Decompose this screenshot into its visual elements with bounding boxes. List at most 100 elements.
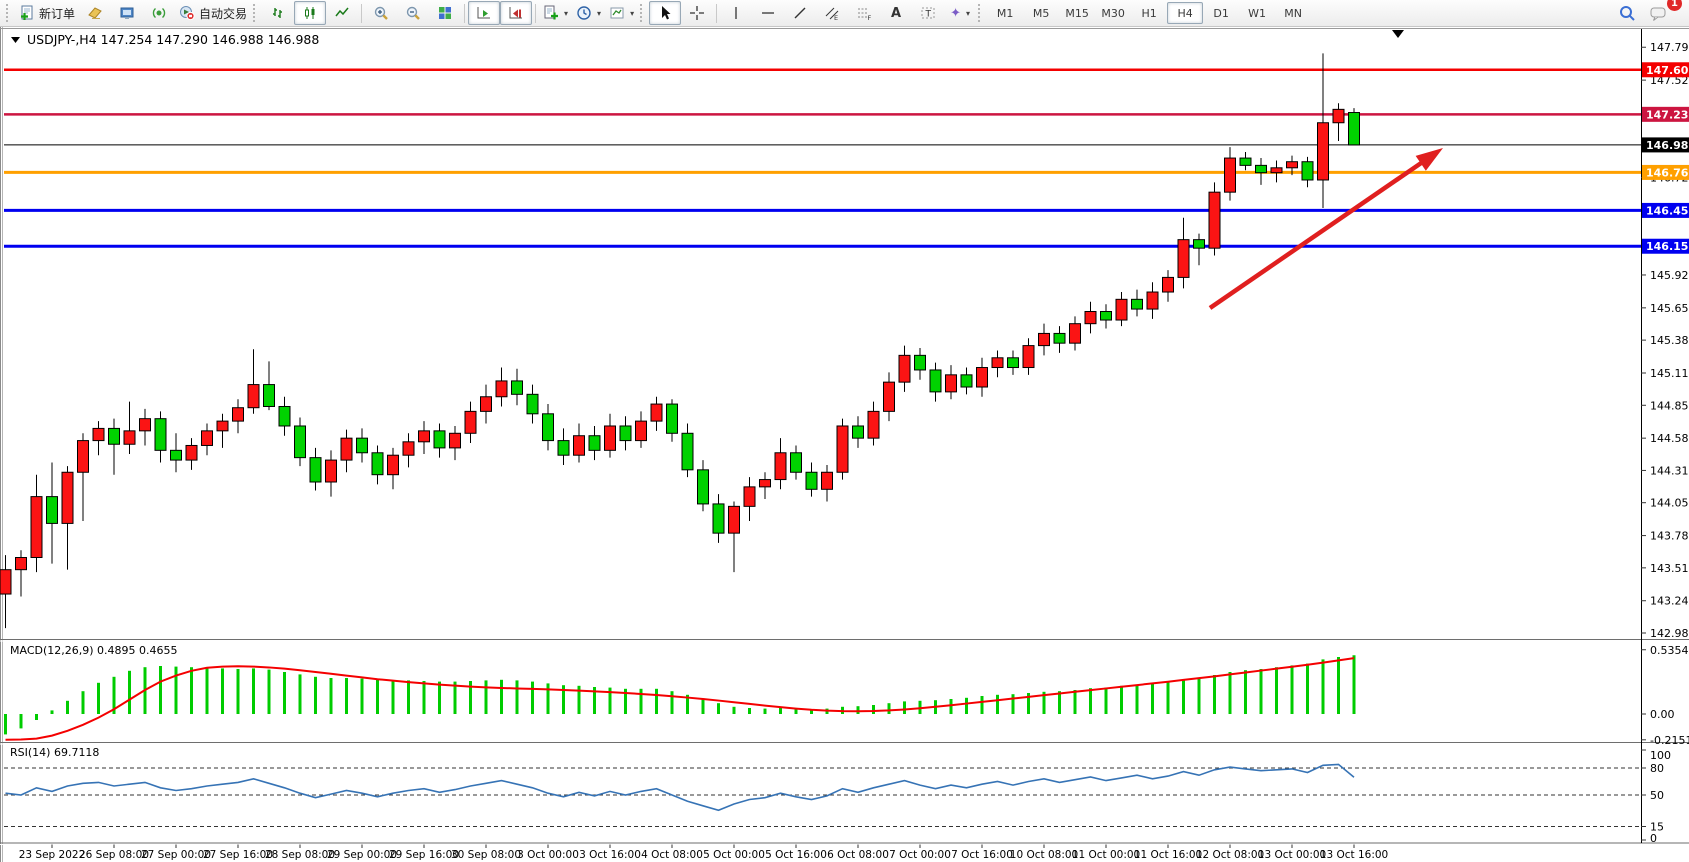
trendline-tool[interactable] <box>784 1 816 25</box>
svg-text:142.980: 142.980 <box>1650 627 1689 640</box>
period-button[interactable]: ▾ <box>572 1 605 25</box>
svg-text:145.650: 145.650 <box>1650 302 1689 315</box>
new-order-button[interactable]: 新订单 <box>15 1 79 25</box>
svg-text:80: 80 <box>1650 762 1664 775</box>
shapes-tool[interactable]: ✦ ▾ <box>944 1 976 25</box>
main-toolbar: 新订单 自动交易 ▾ ▾ <box>0 0 1689 27</box>
svg-text:144.050: 144.050 <box>1650 497 1689 510</box>
notification-badge: 1 <box>1667 0 1682 11</box>
auto-trading-button[interactable]: 自动交易 <box>175 1 251 25</box>
price-tag <box>1642 238 1689 254</box>
template-button[interactable]: ▾ <box>605 1 638 25</box>
fibonacci-tool[interactable]: F <box>848 1 880 25</box>
svg-text:7 Oct 00:00: 7 Oct 00:00 <box>889 849 951 861</box>
timeframe-h1[interactable]: H1 <box>1141 6 1157 20</box>
svg-text:147.239: 147.239 <box>1646 108 1689 121</box>
signal-button[interactable] <box>143 1 175 25</box>
trend-arrow[interactable] <box>1208 148 1443 310</box>
svg-text:144.315: 144.315 <box>1650 464 1689 477</box>
timeframe-d1[interactable]: D1 <box>1213 6 1229 20</box>
notifications-button[interactable]: 1 <box>1643 0 1682 25</box>
auto-scroll-icon <box>477 7 491 19</box>
timeframe-m1[interactable]: M1 <box>996 6 1014 20</box>
svg-text:145.385: 145.385 <box>1650 334 1689 347</box>
svg-text:29 Sep 16:00: 29 Sep 16:00 <box>389 849 459 861</box>
search-icon <box>1620 6 1635 21</box>
text-tool[interactable]: A <box>880 1 912 25</box>
svg-text:0.00: 0.00 <box>1650 708 1675 721</box>
crosshair-button[interactable] <box>681 1 713 25</box>
bar-chart-button[interactable] <box>262 1 294 25</box>
svg-text:146.762: 146.762 <box>1646 166 1689 179</box>
timeframe-mn[interactable]: MN <box>1284 6 1302 20</box>
timeframe-m15[interactable]: M15 <box>1065 6 1089 20</box>
svg-text:12 Oct 08:00: 12 Oct 08:00 <box>1196 849 1264 861</box>
auto-trading-label: 自动交易 <box>199 6 248 21</box>
channel-tool[interactable]: E <box>816 1 848 25</box>
svg-text:T: T <box>925 10 932 20</box>
toolbar-grip[interactable] <box>6 4 11 22</box>
svg-text:27 Sep 00:00: 27 Sep 00:00 <box>141 849 211 861</box>
timeframe-h4[interactable]: H4 <box>1167 2 1204 24</box>
zoom-out-button[interactable] <box>397 1 429 25</box>
price-tag <box>1642 106 1689 122</box>
price-chart[interactable]: MACD(12,26,9) 0.4895 0.4655 RSI(14) 69.71… <box>0 27 1689 862</box>
zoom-in-button[interactable] <box>365 1 397 25</box>
eraser-button[interactable] <box>79 1 111 25</box>
text-icon: A <box>891 5 902 21</box>
svg-text:13 Oct 00:00: 13 Oct 00:00 <box>1258 849 1326 861</box>
chart-shift-marker[interactable] <box>1392 30 1404 38</box>
zoom-in-icon <box>374 6 388 20</box>
svg-text:26 Sep 08:00: 26 Sep 08:00 <box>79 849 149 861</box>
add-indicator-button[interactable]: ▾ <box>539 1 572 25</box>
svg-text:147.790: 147.790 <box>1650 41 1689 54</box>
line-chart-icon <box>335 7 349 17</box>
svg-text:6 Oct 08:00: 6 Oct 08:00 <box>827 849 889 861</box>
horizontal-lines[interactable] <box>4 68 1641 248</box>
svg-text:144.580: 144.580 <box>1650 432 1689 445</box>
chart-window[interactable]: MACD(12,26,9) 0.4895 0.4655 RSI(14) 69.71… <box>0 27 1689 862</box>
toolbar-grip[interactable] <box>253 4 258 22</box>
svg-text:E: E <box>834 14 838 21</box>
chart-shift-button[interactable] <box>500 1 533 25</box>
chevron-down-icon: ▾ <box>597 8 602 18</box>
toolbar-grip[interactable] <box>640 4 645 22</box>
candlestick-chart-button[interactable] <box>294 1 327 25</box>
svg-text:15: 15 <box>1650 821 1664 834</box>
auto-scroll-button[interactable] <box>468 1 501 25</box>
terminal-button[interactable] <box>111 1 143 25</box>
svg-text:147.520: 147.520 <box>1650 74 1689 87</box>
search-button[interactable] <box>1611 1 1643 25</box>
chart-frame <box>0 27 1689 862</box>
candlestick-chart-icon <box>305 7 315 19</box>
chevron-down-icon: ▾ <box>630 8 635 18</box>
toolbar-grip[interactable] <box>978 4 983 22</box>
price-axis[interactable]: 147.790147.520146.720145.920145.650145.3… <box>1641 29 1689 845</box>
svg-text:144.850: 144.850 <box>1650 399 1689 412</box>
crosshair-icon <box>690 6 705 20</box>
timeframe-m30[interactable]: M30 <box>1101 6 1125 20</box>
timeframe-m5[interactable]: M5 <box>1032 6 1050 20</box>
eraser-icon <box>88 7 102 19</box>
vertical-line-tool[interactable] <box>720 1 752 25</box>
tile-windows-button[interactable] <box>429 1 461 25</box>
price-tag <box>1642 137 1689 153</box>
svg-text:28 Sep 08:00: 28 Sep 08:00 <box>265 849 335 861</box>
svg-text:145.115: 145.115 <box>1650 367 1689 380</box>
svg-text:0.5354: 0.5354 <box>1650 644 1689 657</box>
cursor-button[interactable] <box>649 1 682 25</box>
svg-text:13 Oct 16:00: 13 Oct 16:00 <box>1320 849 1388 861</box>
timeframe-w1[interactable]: W1 <box>1248 6 1267 20</box>
chevron-down-icon: ▾ <box>564 8 569 18</box>
macd-pane: MACD(12,26,9) 0.4895 0.4655 <box>4 644 1356 741</box>
svg-text:5 Oct 16:00: 5 Oct 16:00 <box>765 849 827 861</box>
svg-text:0: 0 <box>1650 832 1657 845</box>
text-label-tool[interactable]: T <box>912 1 944 25</box>
pane-separators[interactable] <box>0 639 1689 845</box>
horizontal-line-tool[interactable] <box>752 1 784 25</box>
svg-text:-0.2151: -0.2151 <box>1650 734 1689 747</box>
svg-text:143.780: 143.780 <box>1650 530 1689 543</box>
cursor-arrow-icon <box>662 6 671 20</box>
line-chart-button[interactable] <box>326 1 358 25</box>
